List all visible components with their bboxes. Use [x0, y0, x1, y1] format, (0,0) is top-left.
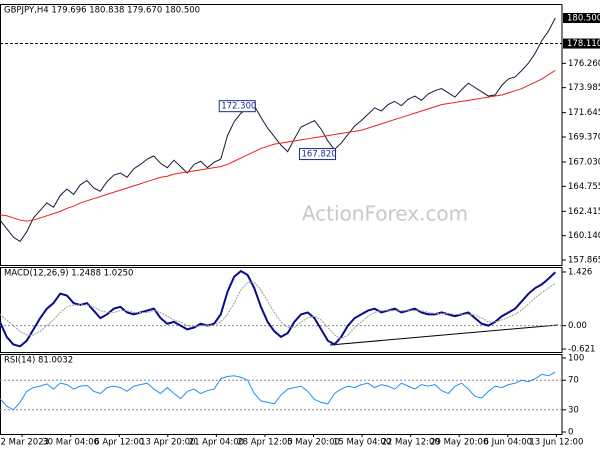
series-line — [0, 17, 556, 243]
price-tag-box — [563, 13, 600, 23]
x-tick-label: 21 Apr 04:00 — [189, 438, 244, 448]
y-tick-label: 160.140 — [568, 231, 600, 241]
x-tick-label: 6 Jun 04:00 — [484, 438, 533, 448]
annotation-label: 167.820 — [302, 150, 337, 160]
level-tag: 178.110 — [567, 39, 600, 49]
x-tick-label: 28 Apr 12:00 — [237, 438, 292, 448]
annotation-box — [299, 148, 337, 161]
y-tick-label: 30 — [568, 405, 579, 415]
x-tick-label: 22 Mar 2023 — [0, 438, 49, 448]
y-tick-label: 157.865 — [568, 256, 600, 266]
y-tick-label: 176.260 — [568, 59, 600, 69]
x-tick-label: 29 May 20:00 — [430, 438, 488, 448]
y-tick-label: 167.030 — [568, 158, 600, 168]
y-tick-label: 169.370 — [568, 132, 600, 142]
y-tick-label: 171.645 — [568, 108, 600, 118]
x-tick-label: 22 May 12:00 — [382, 438, 440, 448]
panel-title: GBPJPY,H4 179.696 180.838 179.670 180.50… — [4, 6, 200, 16]
annotation-box — [218, 100, 256, 113]
trend-line — [329, 324, 559, 346]
y-tick-label: 173.985 — [568, 83, 600, 93]
x-tick-label: 6 Apr 12:00 — [94, 438, 144, 448]
y-tick-label: 70 — [568, 376, 579, 386]
y-tick-label: -0.621 — [568, 345, 595, 355]
price-tag: 180.500 — [567, 14, 600, 24]
y-tick-label: 0.00 — [568, 321, 587, 331]
y-tick-label: 0 — [568, 428, 573, 438]
y-tick-label: 1.426 — [568, 268, 592, 278]
panel-title: MACD(12,26,9) 1.2488 1.0250 — [4, 269, 133, 279]
series-line — [0, 69, 556, 222]
x-tick-label: 13 Apr 20:00 — [140, 438, 195, 448]
x-tick-label: 13 Jun 12:00 — [529, 438, 583, 448]
panel-title: RSI(14) 81.0032 — [4, 356, 73, 366]
y-tick-label: 162.415 — [568, 207, 600, 217]
series-line — [0, 281, 556, 340]
watermark: ActionForex.com — [302, 202, 468, 226]
annotation-label: 172.300 — [221, 102, 256, 112]
x-tick-label: 15 May 04:00 — [333, 438, 391, 448]
x-tick-label: 5 May 20:00 — [287, 438, 340, 448]
panel-frame — [0, 267, 563, 353]
panel-frame — [0, 4, 563, 266]
y-tick-label: 100 — [568, 354, 584, 364]
panel-frame — [0, 354, 563, 435]
series-line — [0, 371, 556, 411]
level-tag-box — [563, 38, 600, 49]
y-tick-label: 164.755 — [568, 182, 600, 192]
x-tick-label: 30 Mar 04:00 — [42, 438, 99, 448]
